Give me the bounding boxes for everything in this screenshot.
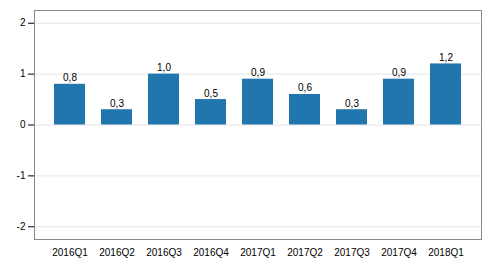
svg-text:2016Q4: 2016Q4: [193, 247, 229, 258]
svg-text:2017Q4: 2017Q4: [381, 247, 417, 258]
svg-text:1,0: 1,0: [157, 62, 171, 73]
svg-text:0: 0: [20, 119, 26, 130]
svg-text:0,3: 0,3: [345, 98, 359, 109]
svg-text:2018Q1: 2018Q1: [428, 247, 464, 258]
svg-text:0,5: 0,5: [204, 88, 218, 99]
svg-text:2017Q3: 2017Q3: [334, 247, 370, 258]
svg-text:2017Q2: 2017Q2: [287, 247, 323, 258]
svg-text:2: 2: [20, 17, 26, 28]
svg-text:0,9: 0,9: [392, 67, 406, 78]
svg-text:0,9: 0,9: [251, 67, 265, 78]
svg-text:-2: -2: [17, 221, 26, 232]
svg-text:2016Q2: 2016Q2: [99, 247, 135, 258]
svg-text:0,8: 0,8: [63, 72, 77, 83]
svg-text:2016Q3: 2016Q3: [146, 247, 182, 258]
svg-text:2016Q1: 2016Q1: [52, 247, 88, 258]
svg-text:1: 1: [20, 68, 26, 79]
svg-text:0,3: 0,3: [110, 98, 124, 109]
svg-text:1,2: 1,2: [439, 52, 453, 63]
svg-text:2017Q1: 2017Q1: [240, 247, 276, 258]
svg-text:-1: -1: [17, 170, 26, 181]
svg-text:0,6: 0,6: [298, 82, 312, 93]
